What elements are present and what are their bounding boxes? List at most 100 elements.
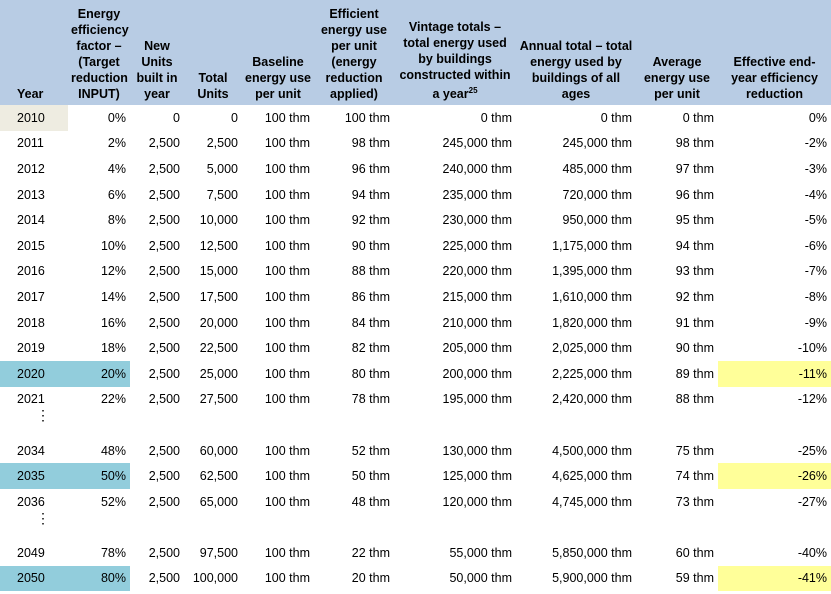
data-cell: 100 thm	[264, 315, 310, 330]
table-row: 2034 48% 2,500 60,000 100 thm 52 thm 130,000 t…	[0, 438, 831, 464]
data-cell: 100 thm	[264, 392, 310, 407]
data-cell: 100 thm	[264, 264, 310, 279]
data-cell: 94 thm	[675, 238, 714, 253]
data-cell: 230,000 thm	[442, 213, 513, 228]
data-cell: 17,500	[199, 289, 238, 304]
data-cell: -7%	[804, 264, 827, 279]
data-cell: 2,500	[148, 315, 180, 330]
data-cell: 200,000 thm	[442, 366, 513, 381]
data-cell: 4,500,000 thm	[552, 443, 632, 458]
data-cell: 100 thm	[264, 289, 310, 304]
data-cell: 2,500	[148, 443, 180, 458]
table-row: 2016 12% 2,500 15,000 100 thm 88 thm 220,000 t…	[0, 259, 831, 285]
data-cell: 59 thm	[675, 571, 714, 586]
data-cell: 235,000 thm	[442, 187, 513, 202]
data-cell: 100 thm	[314, 103, 394, 131]
data-cell: 100 thm	[264, 494, 310, 509]
data-cell: 100 thm	[264, 469, 310, 484]
data-cell: 78 thm	[351, 392, 390, 407]
data-cell: 100 thm	[242, 103, 314, 131]
data-cell: 22%	[100, 392, 126, 407]
data-cell: 240,000 thm	[442, 161, 513, 176]
data-cell: 5,000	[206, 161, 238, 176]
table-row: 2018 16% 2,500 20,000 100 thm 84 thm 210,000 t…	[0, 310, 831, 336]
data-cell: 205,000 thm	[442, 341, 513, 356]
data-cell: 84 thm	[351, 315, 390, 330]
data-cell: 80 thm	[351, 366, 390, 381]
data-cell: -12%	[797, 392, 827, 407]
data-cell: -25%	[797, 443, 827, 458]
data-cell: 0 thm	[516, 103, 636, 131]
year-cell: 2020	[0, 360, 68, 387]
header-vintage-totals: Vintage totals – total energy used by bu…	[394, 0, 516, 105]
data-cell: 1,610,000 thm	[552, 289, 632, 304]
data-cell: 2,500	[148, 289, 180, 304]
header-efficiency-factor: Energy efficiency factor – (Target reduc…	[68, 0, 130, 105]
data-cell: 92 thm	[675, 289, 714, 304]
data-cell: 220,000 thm	[442, 264, 513, 279]
data-cell: 50 thm	[351, 469, 390, 484]
ellipsis-marker: ⋮	[36, 509, 50, 526]
data-cell: 5,900,000 thm	[552, 571, 632, 586]
data-cell: 27,500	[199, 392, 238, 407]
data-cell: 2,500	[148, 571, 180, 586]
data-cell: 12%	[100, 264, 126, 279]
table-row: 2035 50% 2,500 62,500 100 thm 50 thm 125,000 t…	[0, 463, 831, 489]
data-cell: -27%	[797, 494, 827, 509]
data-cell: 100 thm	[264, 187, 310, 202]
data-cell: 245,000 thm	[442, 136, 513, 151]
data-cell: 4%	[107, 161, 126, 176]
data-cell: 120,000 thm	[442, 494, 513, 509]
data-cell: 485,000 thm	[562, 161, 633, 176]
table-row: 2014 8% 2,500 10,000 100 thm 92 thm 230,000 th…	[0, 207, 831, 233]
data-cell: 0%	[68, 103, 130, 131]
data-cell: 720,000 thm	[562, 187, 633, 202]
data-cell: -11%	[718, 360, 831, 387]
header-total-units: Total Units	[184, 0, 242, 105]
data-cell: 100,000	[192, 571, 238, 586]
data-cell: -3%	[804, 161, 827, 176]
table-row: 2017 14% 2,500 17,500 100 thm 86 thm 215,000 t…	[0, 284, 831, 310]
header-annual-total: Annual total – total energy used by buil…	[516, 0, 636, 105]
year-cell: 2036	[17, 494, 45, 509]
data-cell: 73 thm	[675, 494, 714, 509]
data-cell: 95 thm	[675, 213, 714, 228]
data-cell: 1,820,000 thm	[552, 315, 632, 330]
year-cell: 2017	[17, 289, 45, 304]
data-cell: 20 thm	[351, 571, 390, 586]
data-cell: 100 thm	[264, 341, 310, 356]
data-cell: 96 thm	[351, 161, 390, 176]
data-cell: 88 thm	[351, 264, 390, 279]
data-cell: 0%	[718, 103, 831, 131]
data-cell: 2,500	[148, 469, 180, 484]
table-row: 2012 4% 2,500 5,000 100 thm 96 thm 240,000 thm…	[0, 156, 831, 182]
data-cell: 2,500	[148, 392, 180, 407]
data-cell: 93 thm	[675, 264, 714, 279]
ellipsis-marker: ⋮	[36, 407, 50, 424]
data-cell: 245,000 thm	[562, 136, 633, 151]
data-cell: 2,500	[148, 545, 180, 560]
header-average-energy: Average energy use per unit	[636, 0, 718, 105]
table-row: 2011 2% 2,500 2,500 100 thm 98 thm 245,000 thm…	[0, 131, 831, 157]
data-cell: -40%	[797, 545, 827, 560]
data-cell: 0	[130, 103, 184, 131]
data-cell: -6%	[804, 238, 827, 253]
data-cell: 215,000 thm	[442, 289, 513, 304]
table-row: 2050 80% 2,500 100,000 100 thm 20 thm 50,000 t…	[0, 565, 831, 592]
year-cell: 2010	[0, 103, 68, 131]
ellipsis-row: ⋮	[0, 407, 831, 438]
year-cell: 2016	[17, 264, 45, 279]
data-cell: 48 thm	[351, 494, 390, 509]
data-cell: 86 thm	[351, 289, 390, 304]
header-effective-reduction: Effective end-year efficiency reduction	[718, 0, 831, 105]
footnote-ref: 25	[468, 85, 478, 95]
data-cell: 2,025,000 thm	[552, 341, 632, 356]
data-cell: 0 thm	[394, 103, 516, 131]
data-cell: 2,500	[148, 366, 180, 381]
data-cell: 94 thm	[351, 187, 390, 202]
data-cell: 130,000 thm	[442, 443, 513, 458]
data-cell: 0 thm	[636, 103, 718, 131]
header-row: Year Energy efficiency factor – (Target …	[0, 0, 831, 105]
data-cell: 2,420,000 thm	[552, 392, 632, 407]
